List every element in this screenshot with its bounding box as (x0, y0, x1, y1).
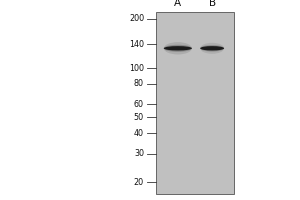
Ellipse shape (200, 46, 224, 51)
Text: B: B (208, 0, 216, 8)
Ellipse shape (200, 43, 224, 54)
Text: 50: 50 (134, 113, 144, 122)
Text: 100: 100 (129, 64, 144, 73)
Text: 20: 20 (134, 178, 144, 187)
Bar (156, 12, 234, 194)
Text: 60: 60 (134, 100, 144, 109)
Ellipse shape (164, 45, 192, 52)
Ellipse shape (200, 45, 224, 52)
Ellipse shape (164, 46, 192, 51)
Text: 200: 200 (129, 14, 144, 23)
Ellipse shape (164, 42, 192, 54)
Text: 40: 40 (134, 129, 144, 138)
Text: 80: 80 (134, 79, 144, 88)
Text: A: A (174, 0, 182, 8)
Text: 140: 140 (129, 40, 144, 49)
Text: 30: 30 (134, 149, 144, 158)
